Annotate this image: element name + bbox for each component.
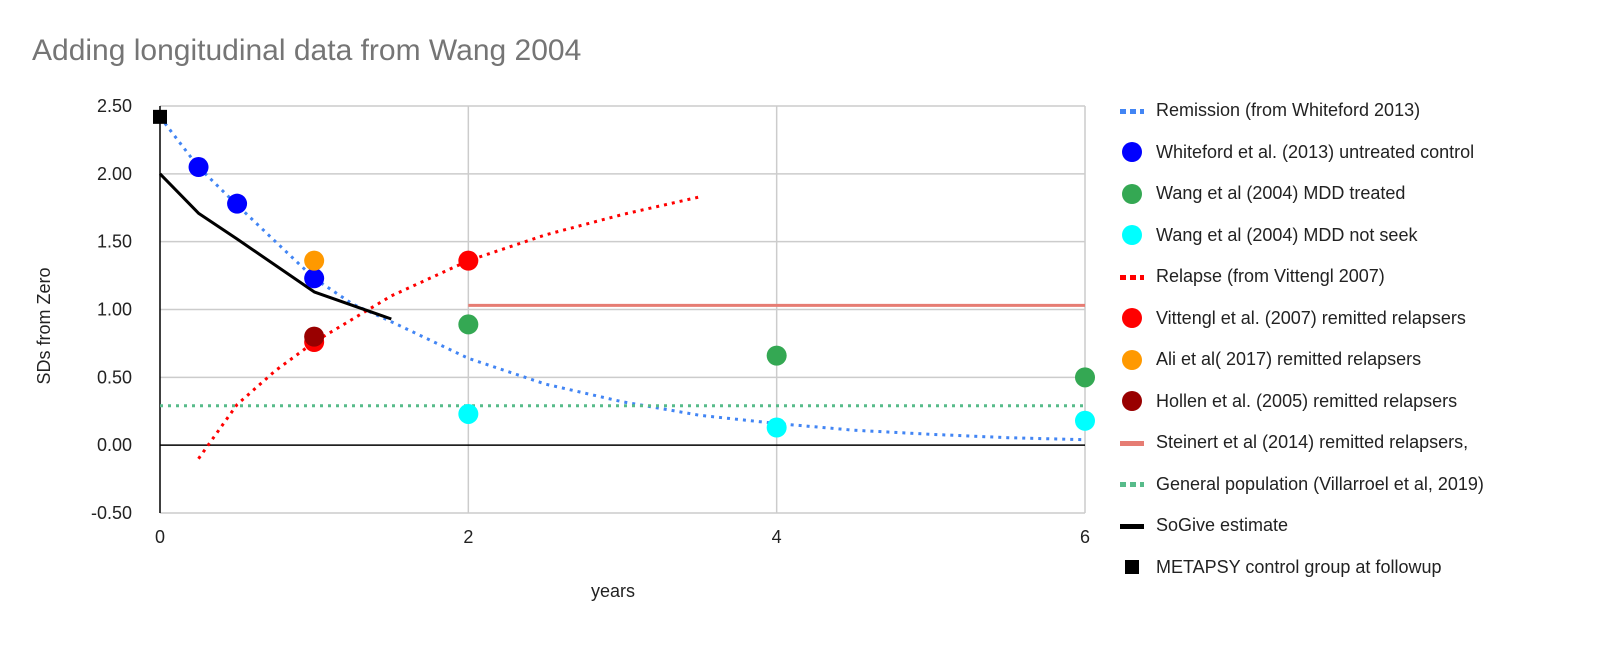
legend-item: METAPSY control group at followup: [1120, 547, 1590, 589]
data-point-whiteford-et-al-2013-untreated-control: [227, 193, 248, 214]
legend-item: Vittengl et al. (2007) remitted relapser…: [1120, 298, 1590, 340]
legend-swatch-sogive-estimate: [1120, 516, 1144, 536]
legend-label: Hollen et al. (2005) remitted relapsers: [1156, 390, 1458, 411]
data-point-hollen-et-al-2005-remitted-relapsers: [304, 326, 325, 347]
legend-swatch-steinert-et-al-2014-remitted-relapsers: [1120, 433, 1144, 453]
legend-label: SoGive estimate: [1156, 515, 1289, 536]
legend-swatch-remission-from-whiteford-2013: [1120, 101, 1144, 121]
legend-label: Whiteford et al. (2013) untreated contro…: [1156, 141, 1475, 162]
legend-swatch-metapsy-control-group-at-followup: [1120, 557, 1144, 577]
legend-label: General population (Villarroel et al, 20…: [1156, 473, 1484, 494]
legend-swatch-hollen-et-al-2005-remitted-relapsers: [1120, 391, 1144, 412]
y-tick-label: 2.50: [97, 96, 132, 116]
x-tick-label: 0: [155, 527, 165, 547]
chart-title: Adding longitudinal data from Wang 2004: [32, 34, 582, 67]
legend-swatch-wang-et-al-2004-mdd-treated: [1120, 183, 1144, 204]
x-axis-label: years: [591, 581, 635, 601]
data-point-ali-et-al-2017-remitted-relapsers: [304, 250, 325, 271]
legend-item: Remission (from Whiteford 2013): [1120, 90, 1590, 132]
legend-item: Wang et al (2004) MDD treated: [1120, 173, 1590, 215]
y-axis-label: SDs from Zero: [34, 267, 54, 384]
series-line-sogive-estimate: [158, 172, 392, 321]
legend-label: Vittengl et al. (2007) remitted relapser…: [1156, 307, 1466, 328]
legend-label: Wang et al (2004) MDD treated: [1156, 183, 1406, 204]
tick-labels: 2.50 2.00 1.50 1.00 0.50 0.00 -0.50 0 2 4 6: [91, 96, 1090, 547]
data-point-wang-et-al-2004-mdd-not-seek: [1075, 410, 1095, 431]
legend-item: General population (Villarroel et al, 20…: [1120, 464, 1590, 506]
y-tick-label: 0.50: [97, 367, 132, 387]
series-line-relapse-from-vittengl-2007: [197, 195, 700, 460]
data-point-vittengl-et-al-2007-remitted-relapsers: [458, 250, 479, 271]
data-point-wang-et-al-2004-mdd-not-seek: [458, 403, 479, 424]
legend-label: Steinert et al (2014) remitted relapsers…: [1156, 432, 1469, 453]
legend-item: Wang et al (2004) MDD not seek: [1120, 215, 1590, 257]
data-point-whiteford-et-al-2013-untreated-control: [304, 268, 325, 289]
legend-item: Steinert et al (2014) remitted relapsers…: [1120, 422, 1590, 464]
data-point-metapsy-control-group-at-followup: [153, 109, 167, 124]
data-point-wang-et-al-2004-mdd-treated: [458, 314, 479, 335]
legend-item: Ali et al( 2017) remitted relapsers: [1120, 339, 1590, 381]
data-point-wang-et-al-2004-mdd-treated: [1075, 367, 1095, 388]
legend-swatch-whiteford-et-al-2013-untreated-control: [1120, 142, 1144, 163]
legend-item: SoGive estimate: [1120, 505, 1590, 547]
legend-label: Relapse (from Vittengl 2007): [1156, 266, 1385, 287]
legend-item: Whiteford et al. (2013) untreated contro…: [1120, 132, 1590, 174]
legend-label: Remission (from Whiteford 2013): [1156, 100, 1421, 121]
y-tick-label: -0.50: [91, 503, 132, 523]
y-tick-label: 1.50: [97, 232, 132, 252]
legend: Remission (from Whiteford 2013) Whiteford…: [1120, 90, 1590, 588]
data-point-whiteford-et-al-2013-untreated-control: [188, 157, 209, 178]
legend-label: Wang et al (2004) MDD not seek: [1156, 224, 1418, 245]
legend-item: Hollen et al. (2005) remitted relapsers: [1120, 381, 1590, 423]
legend-swatch-vittengl-et-al-2007-remitted-relapsers: [1120, 308, 1144, 329]
x-tick-label: 4: [772, 527, 782, 547]
legend-label: Ali et al( 2017) remitted relapsers: [1156, 349, 1422, 370]
legend-swatch-wang-et-al-2004-mdd-not-seek: [1120, 225, 1144, 246]
legend-swatch-ali-et-al-2017-remitted-relapsers: [1120, 349, 1144, 370]
legend-swatch-general-population-villarroel-et-al-2019: [1120, 474, 1144, 494]
legend-item: Relapse (from Vittengl 2007): [1120, 256, 1590, 298]
y-tick-label: 2.00: [97, 164, 132, 184]
data-point-wang-et-al-2004-mdd-treated: [766, 345, 787, 366]
x-tick-label: 6: [1080, 527, 1090, 547]
x-tick-label: 2: [463, 527, 473, 547]
data-point-wang-et-al-2004-mdd-not-seek: [766, 417, 787, 438]
series-line-remission-from-whiteford-2013: [158, 115, 1086, 442]
y-tick-label: 1.00: [97, 300, 132, 320]
grid-lines: [160, 105, 1086, 514]
legend-swatch-relapse-from-vittengl-2007: [1120, 267, 1144, 287]
y-tick-label: 0.00: [97, 435, 132, 455]
legend-label: METAPSY control group at followup: [1156, 556, 1442, 577]
series-layer: [153, 109, 1095, 460]
